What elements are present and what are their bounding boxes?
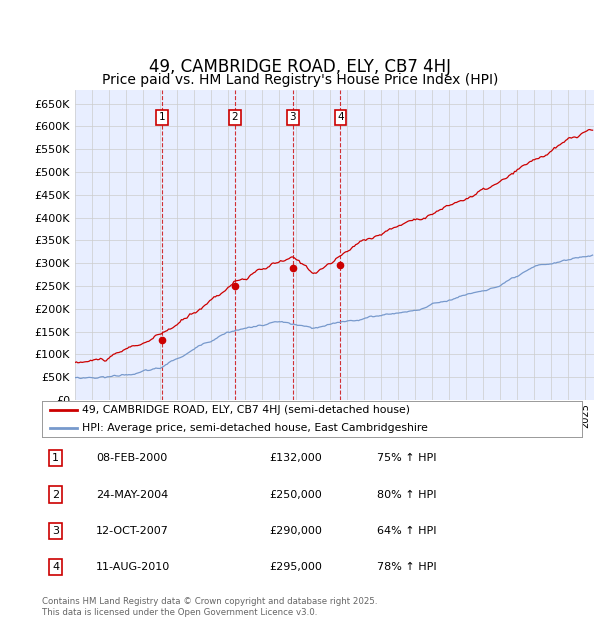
Text: 1: 1 bbox=[158, 112, 165, 122]
Text: 3: 3 bbox=[289, 112, 296, 122]
Text: 64% ↑ HPI: 64% ↑ HPI bbox=[377, 526, 436, 536]
Text: 1: 1 bbox=[52, 453, 59, 463]
Text: 12-OCT-2007: 12-OCT-2007 bbox=[96, 526, 169, 536]
Text: Contains HM Land Registry data © Crown copyright and database right 2025.
This d: Contains HM Land Registry data © Crown c… bbox=[42, 598, 377, 617]
Text: 78% ↑ HPI: 78% ↑ HPI bbox=[377, 562, 436, 572]
Text: £290,000: £290,000 bbox=[269, 526, 322, 536]
Text: £295,000: £295,000 bbox=[269, 562, 322, 572]
Text: Price paid vs. HM Land Registry's House Price Index (HPI): Price paid vs. HM Land Registry's House … bbox=[102, 73, 498, 87]
Text: 80% ↑ HPI: 80% ↑ HPI bbox=[377, 490, 436, 500]
Text: 49, CAMBRIDGE ROAD, ELY, CB7 4HJ: 49, CAMBRIDGE ROAD, ELY, CB7 4HJ bbox=[149, 58, 451, 76]
Text: 3: 3 bbox=[52, 526, 59, 536]
Text: 11-AUG-2010: 11-AUG-2010 bbox=[96, 562, 170, 572]
Text: 08-FEB-2000: 08-FEB-2000 bbox=[96, 453, 167, 463]
Text: 75% ↑ HPI: 75% ↑ HPI bbox=[377, 453, 436, 463]
Text: 2: 2 bbox=[232, 112, 238, 122]
Text: £250,000: £250,000 bbox=[269, 490, 322, 500]
Text: £132,000: £132,000 bbox=[269, 453, 322, 463]
Text: 4: 4 bbox=[52, 562, 59, 572]
Text: 2: 2 bbox=[52, 490, 59, 500]
Text: HPI: Average price, semi-detached house, East Cambridgeshire: HPI: Average price, semi-detached house,… bbox=[83, 423, 428, 433]
Text: 24-MAY-2004: 24-MAY-2004 bbox=[96, 490, 168, 500]
Text: 4: 4 bbox=[337, 112, 344, 122]
Text: 49, CAMBRIDGE ROAD, ELY, CB7 4HJ (semi-detached house): 49, CAMBRIDGE ROAD, ELY, CB7 4HJ (semi-d… bbox=[83, 405, 410, 415]
